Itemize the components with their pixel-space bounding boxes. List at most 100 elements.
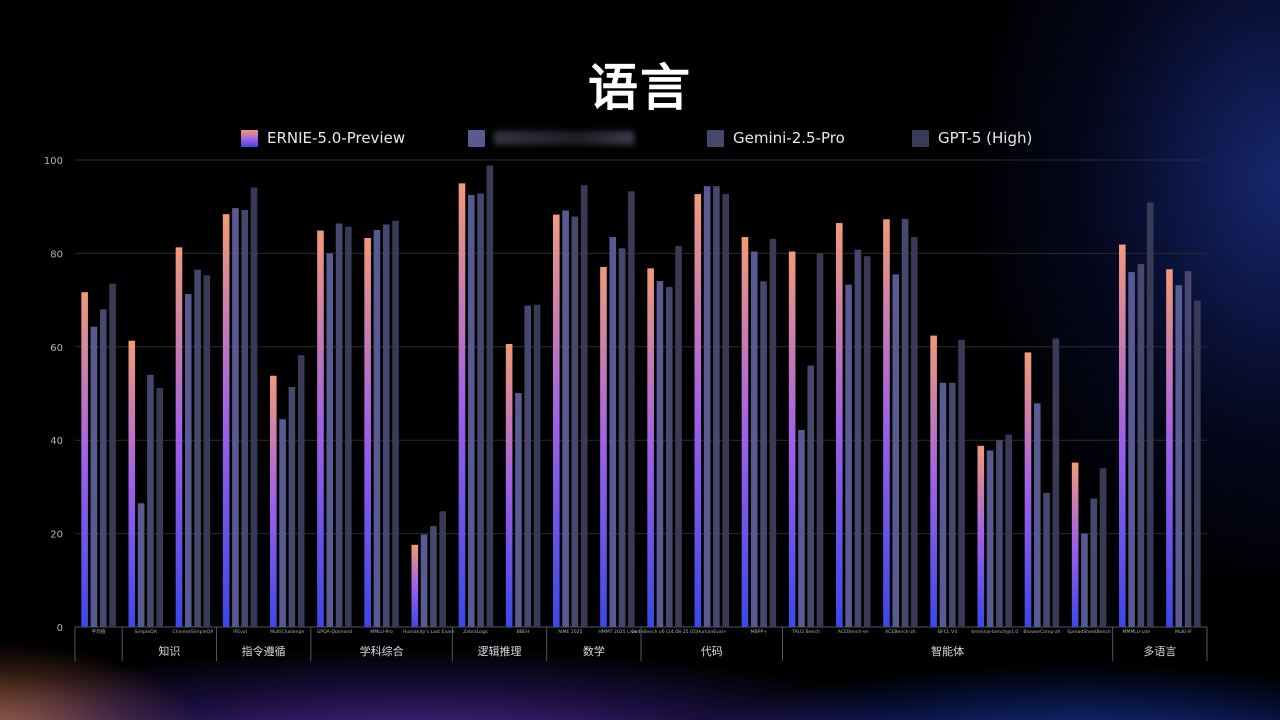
- bar-series2: [703, 186, 711, 627]
- legend-label-redacted: [494, 131, 634, 145]
- bar-gemini: [99, 309, 107, 627]
- bar-gemini: [571, 216, 579, 627]
- bar-gpt5: [1146, 202, 1154, 627]
- bar-gemini: [901, 218, 909, 627]
- bar-gemini: [241, 209, 249, 627]
- legend-label-gpt5: GPT-5 (High): [938, 129, 1033, 147]
- bar-gemini: [996, 440, 1003, 627]
- bar-gpt5: [533, 304, 541, 627]
- bar-series2: [986, 450, 994, 627]
- x-tick-label: MultiChallenge: [270, 629, 304, 635]
- group-label: 数学: [583, 644, 605, 658]
- bar-gemini: [524, 305, 532, 627]
- bar-gpt5: [816, 253, 824, 627]
- bar-ernie: [600, 266, 607, 627]
- y-tick-label: 20: [50, 530, 63, 541]
- bar-ernie: [128, 340, 136, 627]
- bar-series2: [1081, 533, 1088, 627]
- legend-swatch-gemini: [707, 129, 724, 147]
- bar-gpt5: [580, 185, 588, 627]
- x-tick-label: Multi-IF: [1175, 629, 1192, 635]
- x-tick-label: ACEBench-zh: [885, 629, 916, 635]
- bar-gpt5: [297, 355, 305, 627]
- x-tick-label: HumanEval+: [697, 629, 727, 635]
- y-tick-label: 0: [57, 623, 63, 634]
- bar-gpt5: [156, 387, 163, 627]
- legend-item-series2: [468, 127, 634, 149]
- bar-gemini: [618, 248, 626, 627]
- bar-gemini: [288, 386, 296, 627]
- legend-swatch-series2: [468, 129, 485, 147]
- bar-gemini: [760, 281, 767, 627]
- bar-ernie: [930, 335, 937, 627]
- x-tick-label: 平均值: [92, 628, 106, 635]
- bar-gemini: [194, 269, 201, 627]
- bar-series2: [1033, 403, 1041, 627]
- grid-layer: [74, 159, 1208, 661]
- group-label: 多语言: [1143, 644, 1176, 658]
- bar-gpt5: [1052, 338, 1060, 627]
- legend-swatch-gpt5: [912, 129, 929, 147]
- bar-gemini: [1184, 271, 1192, 627]
- bar-ernie: [270, 375, 277, 627]
- bar-ernie: [553, 214, 560, 627]
- legend-swatch-ernie: [241, 129, 258, 147]
- bar-ernie: [317, 230, 324, 627]
- bar-gemini: [948, 382, 956, 627]
- bar-series2: [373, 230, 381, 628]
- x-tick-label: GPQA-Diamond: [317, 629, 352, 635]
- bar-gemini: [382, 224, 390, 628]
- bar-ernie: [883, 219, 890, 627]
- bar-ernie: [694, 194, 702, 627]
- bars-layer: [81, 165, 1201, 628]
- bar-ernie: [977, 445, 985, 627]
- bar-ernie: [1166, 269, 1173, 627]
- x-tick-label: BFCL V4: [938, 629, 957, 635]
- bar-ernie: [1071, 462, 1079, 627]
- bar-gemini: [1043, 492, 1050, 627]
- x-tick-label: ZebraLogic: [463, 629, 489, 635]
- group-label: 指令遵循: [242, 644, 286, 658]
- bar-gpt5: [486, 165, 494, 627]
- group-label: 知识: [158, 644, 180, 658]
- bar-gemini: [854, 249, 862, 627]
- bar-gpt5: [958, 339, 965, 627]
- bar-gpt5: [250, 187, 258, 627]
- x-tick-label: SpreadSheetBench: [1067, 629, 1111, 635]
- bar-series2: [750, 251, 758, 628]
- bar-series2: [609, 237, 617, 627]
- x-tick-label: ACEBench-en: [838, 629, 869, 635]
- bar-series2: [184, 294, 192, 627]
- bar-ernie: [788, 251, 796, 628]
- bar-series2: [845, 284, 852, 627]
- x-tick-label: MBPP+: [751, 629, 768, 635]
- bar-gpt5: [863, 256, 871, 627]
- y-tick-label: 80: [50, 249, 63, 260]
- x-tick-label: TAU2 Bench: [791, 629, 820, 635]
- x-tick-label: BrowseComp-zh: [1023, 629, 1060, 635]
- bar-ernie: [222, 214, 230, 627]
- group-label: 智能体: [931, 644, 964, 658]
- bar-ernie: [647, 268, 654, 627]
- bar-gpt5: [911, 237, 918, 627]
- legend-label-ernie: ERNIE-5.0-Preview: [267, 129, 406, 147]
- bar-chart: 0 20 40 60 80 100 平均值 SimpleQA ChineseSimpleQA IF…: [44, 156, 1208, 661]
- x-tick-label: SimpleQA: [135, 629, 158, 635]
- labels-layer: 0 20 40 60 80 100 平均值 SimpleQA ChineseSimpleQA IF…: [44, 156, 1192, 658]
- bar-ernie: [1119, 244, 1126, 627]
- bar-ernie: [741, 237, 749, 627]
- legend-item-gemini: Gemini-2.5-Pro: [707, 127, 845, 149]
- bar-gpt5: [769, 238, 777, 627]
- x-tick-label: terminal-bench@1.0: [971, 629, 1018, 635]
- bar-gemini: [430, 526, 437, 627]
- legend-item-gpt5: GPT-5 (High): [912, 127, 1032, 149]
- bar-ernie: [411, 544, 419, 627]
- bar-gpt5: [109, 283, 116, 627]
- bar-ernie: [175, 247, 183, 627]
- bar-series2: [798, 429, 805, 627]
- bar-gemini: [477, 193, 484, 627]
- bar-ernie: [505, 343, 513, 627]
- bar-gpt5: [203, 275, 211, 627]
- bar-gpt5: [722, 194, 729, 627]
- bar-gpt5: [392, 220, 399, 627]
